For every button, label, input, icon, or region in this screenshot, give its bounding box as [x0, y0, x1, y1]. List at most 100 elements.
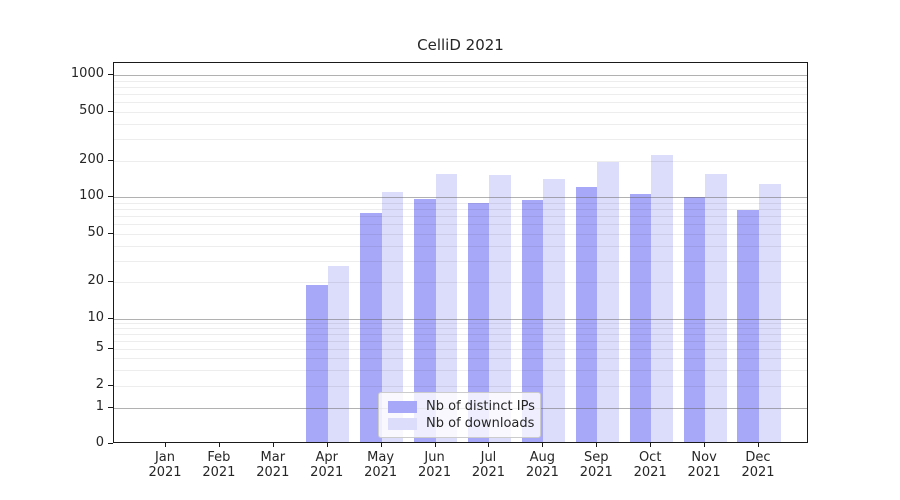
y-axis-tick-label: 0	[95, 435, 104, 450]
y-tick-mark	[108, 233, 113, 234]
x-tick-mark	[273, 443, 274, 447]
x-tick-mark	[596, 443, 597, 447]
bar-downloads	[489, 174, 512, 442]
x-tick-year: 2021	[202, 465, 236, 480]
y-tick-mark	[108, 196, 113, 197]
bar-downloads	[381, 191, 404, 442]
x-tick-mark	[704, 443, 705, 447]
x-tick-year: 2021	[148, 465, 182, 480]
x-axis-tick-label: Jun 2021	[403, 450, 467, 480]
x-tick-year: 2021	[579, 465, 613, 480]
x-axis-tick-label: Sep 2021	[564, 450, 628, 480]
y-tick-mark	[108, 407, 113, 408]
grid-line-minor	[114, 102, 807, 103]
x-tick-mark	[488, 443, 489, 447]
legend: Nb of distinct IPs Nb of downloads	[378, 392, 541, 438]
grid-line-minor	[114, 358, 807, 359]
x-axis-tick-label: Jan 2021	[133, 450, 197, 480]
bar-downloads	[759, 184, 781, 442]
x-tick-year: 2021	[256, 465, 290, 480]
x-tick-month: May	[367, 450, 395, 465]
x-tick-mark	[219, 443, 220, 447]
x-axis-tick-label: Feb 2021	[187, 450, 251, 480]
x-tick-mark	[758, 443, 759, 447]
x-axis-tick-label: Dec 2021	[726, 450, 790, 480]
grid-line-major	[114, 319, 807, 320]
bar-distinct-ips	[629, 193, 652, 442]
grid-line-major	[114, 197, 807, 198]
x-tick-mark	[381, 443, 382, 447]
plot-area	[113, 62, 808, 443]
x-tick-mark	[542, 443, 543, 447]
y-axis-tick-label: 1000	[70, 66, 104, 81]
bar-distinct-ips	[521, 200, 544, 442]
y-axis-tick-label: 10	[87, 309, 104, 325]
y-tick-mark	[108, 160, 113, 161]
grid-line-minor	[114, 112, 807, 113]
grid-line-minor	[114, 323, 807, 324]
x-tick-year: 2021	[471, 465, 505, 480]
grid-line-minor	[114, 328, 807, 329]
x-tick-month: Aug	[529, 450, 556, 465]
y-tick-mark	[108, 443, 113, 444]
x-tick-month: Sep	[584, 450, 609, 465]
grid-line-minor	[114, 139, 807, 140]
x-axis-tick-label: May 2021	[349, 450, 413, 480]
x-tick-mark	[327, 443, 328, 447]
y-tick-mark	[108, 318, 113, 319]
y-tick-mark	[108, 348, 113, 349]
grid-line-minor	[114, 216, 807, 217]
bar-distinct-ips	[413, 198, 436, 442]
grid-line-minor	[114, 87, 807, 88]
bars-layer	[114, 63, 807, 442]
y-axis-tick-label: 200	[79, 151, 104, 167]
x-axis-tick-label: Oct 2021	[618, 450, 682, 480]
grid-line-minor	[114, 203, 807, 204]
bar-distinct-ips	[360, 213, 382, 442]
y-axis-tick-label: 100	[79, 188, 104, 203]
legend-label: Nb of distinct IPs	[426, 399, 535, 414]
x-tick-year: 2021	[364, 465, 398, 480]
x-tick-year: 2021	[741, 465, 775, 480]
y-tick-mark	[108, 281, 113, 282]
grid-line-minor	[114, 124, 807, 125]
grid-line-minor	[114, 282, 807, 283]
grid-line-minor	[114, 234, 807, 235]
bar-downloads	[435, 173, 458, 442]
x-axis-tick-label: Jul 2021	[456, 450, 520, 480]
bar-distinct-ips	[467, 202, 490, 442]
y-axis-tick-label: 20	[87, 273, 104, 288]
legend-swatch	[388, 417, 417, 430]
y-tick-mark	[108, 74, 113, 75]
x-tick-month: Dec	[745, 450, 771, 465]
x-tick-mark	[165, 443, 166, 447]
x-tick-month: Apr	[315, 450, 338, 465]
grid-line-minor	[114, 261, 807, 262]
bar-distinct-ips	[575, 187, 598, 442]
grid-line-minor	[114, 341, 807, 342]
grid-line-minor	[114, 246, 807, 247]
x-axis-tick-label: Apr 2021	[295, 450, 359, 480]
chart-title: CelliD 2021	[417, 36, 504, 54]
y-axis-tick-label: 500	[79, 103, 104, 118]
x-tick-month: Jan	[154, 450, 176, 465]
bar-downloads	[705, 173, 727, 442]
x-tick-year: 2021	[633, 465, 667, 480]
y-tick-mark	[108, 385, 113, 386]
y-tick-mark	[108, 111, 113, 112]
bar-distinct-ips	[306, 284, 328, 442]
x-axis-tick-label: Aug 2021	[510, 450, 574, 480]
x-tick-year: 2021	[310, 465, 344, 480]
grid-line-major	[114, 75, 807, 76]
x-tick-mark	[650, 443, 651, 447]
grid-line-minor	[114, 334, 807, 335]
x-tick-month: Oct	[638, 450, 662, 465]
x-axis-tick-label: Nov 2021	[672, 450, 736, 480]
x-tick-month: Mar	[260, 450, 286, 465]
bar-distinct-ips	[737, 210, 759, 442]
x-tick-mark	[435, 443, 436, 447]
grid-line-minor	[114, 386, 807, 387]
y-axis-tick-label: 1	[95, 399, 104, 414]
